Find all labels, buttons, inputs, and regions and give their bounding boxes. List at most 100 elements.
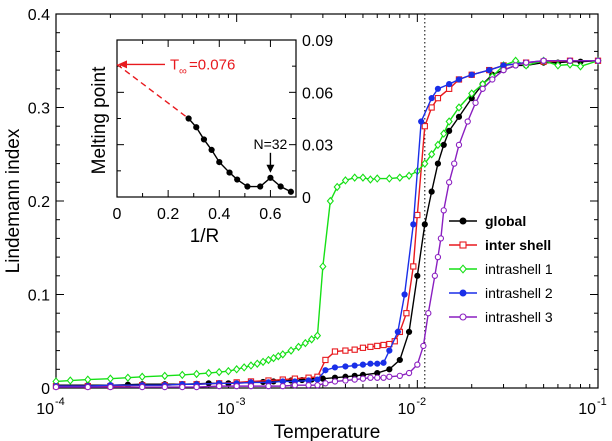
data-point: [414, 272, 421, 279]
inset-melting-series: [185, 115, 294, 195]
inset-annotations: T ∞ =0.076 N=32: [118, 56, 288, 173]
inset-data-point: [267, 174, 274, 181]
data-point: [331, 348, 339, 355]
data-point: [405, 328, 413, 335]
data-point: [322, 380, 329, 387]
inset-x-tick-label: 0: [113, 206, 122, 223]
data-point: [468, 71, 475, 78]
inset-y-tick-label: 0: [302, 190, 311, 207]
data-point: [342, 347, 349, 354]
data-point: [410, 263, 417, 270]
data-point: [440, 129, 448, 138]
data-point: [367, 343, 374, 351]
data-point: [425, 310, 432, 317]
data-point: [386, 366, 393, 373]
y-tick-label: 0: [41, 381, 50, 398]
data-point: [374, 360, 381, 367]
data-point: [351, 362, 358, 369]
inset-x-tick-label: 0.4: [208, 206, 230, 223]
legend-swatch-marker: [459, 217, 467, 225]
data-point: [405, 171, 413, 181]
data-point: [576, 62, 585, 71]
x-tick-exponent: -3: [236, 396, 246, 408]
y-tick-label: 0.3: [28, 101, 50, 118]
data-point: [287, 346, 295, 355]
legend-label: inter shell: [485, 237, 551, 253]
data-point: [472, 99, 479, 106]
data-point: [396, 372, 403, 379]
annotation-label: T: [170, 56, 179, 73]
data-point: [428, 104, 435, 111]
x-tick-exponent: -1: [597, 396, 607, 408]
inset-extrapolation-line: [116, 63, 190, 120]
y-tick-label: 0.4: [28, 7, 50, 24]
inset-axis-ticks: [116, 39, 297, 198]
data-point: [455, 113, 463, 120]
data-point: [445, 117, 453, 126]
legend-item-intrashell-3: intrashell 3: [449, 309, 553, 325]
data-point: [380, 374, 387, 381]
data-point: [500, 66, 507, 74]
x-tick-base: 10: [398, 401, 416, 418]
data-point: [205, 368, 213, 378]
data-point: [434, 253, 442, 261]
data-point: [139, 383, 146, 391]
data-point: [224, 366, 233, 376]
x-tick-exponent: -2: [416, 396, 426, 408]
data-point: [464, 118, 471, 125]
legend-item-inter-shell: inter shell: [449, 237, 551, 253]
legend-item-global: global: [449, 213, 526, 229]
data-point: [380, 359, 387, 366]
inset-data-point: [277, 183, 284, 190]
data-point: [319, 262, 327, 271]
main-x-tick-labels: 10 -4 10 -3 10 -2 10 -1: [36, 396, 607, 418]
data-point: [359, 344, 367, 351]
data-point: [331, 364, 339, 371]
inset-y-tick-label: 0.03: [302, 138, 333, 155]
data-point: [240, 363, 248, 372]
y-tick-label: 0.2: [28, 194, 50, 211]
data-point: [446, 127, 453, 134]
data-point: [440, 141, 447, 148]
data-point: [489, 76, 496, 83]
data-point: [394, 328, 401, 335]
data-point: [367, 374, 374, 381]
inset-y-tick-label: 0.09: [302, 33, 333, 50]
data-point: [305, 382, 312, 389]
data-point: [216, 382, 223, 390]
data-point: [52, 383, 60, 391]
data-point: [326, 196, 334, 206]
legend-item-intrashell-2: intrashell 2: [449, 285, 553, 301]
data-point: [314, 376, 321, 383]
x-tick-label: 10 -2: [398, 396, 427, 418]
data-point: [386, 347, 393, 354]
data-point: [193, 383, 200, 391]
data-point: [403, 310, 410, 317]
data-point: [178, 370, 186, 380]
data-point: [161, 383, 168, 391]
t-infinity-annotation: T ∞ =0.076: [118, 56, 235, 77]
data-point: [331, 378, 339, 385]
data-point: [434, 160, 442, 167]
data-point: [445, 179, 453, 186]
inset-x-tick-label: 0.2: [157, 206, 179, 223]
arrow-head: [118, 60, 127, 69]
data-point: [192, 369, 201, 379]
main-y-axis-label: Lindemann index: [3, 128, 24, 273]
data-point: [566, 57, 574, 64]
x-tick-exponent: -4: [55, 396, 65, 408]
x-tick-label: 10 -3: [217, 396, 246, 418]
data-point: [540, 57, 547, 64]
y-tick-label: 0.1: [28, 288, 50, 305]
data-point: [421, 159, 429, 168]
data-point: [486, 67, 493, 74]
inset-y-tick-label: 0.06: [302, 85, 333, 102]
data-point: [431, 272, 438, 279]
annotation-value: =0.076: [189, 56, 235, 73]
data-point: [455, 141, 463, 149]
inset-series-group: [116, 63, 294, 195]
data-point: [279, 350, 287, 359]
data-point: [124, 373, 132, 382]
data-point: [396, 356, 403, 364]
data-point: [428, 188, 435, 195]
